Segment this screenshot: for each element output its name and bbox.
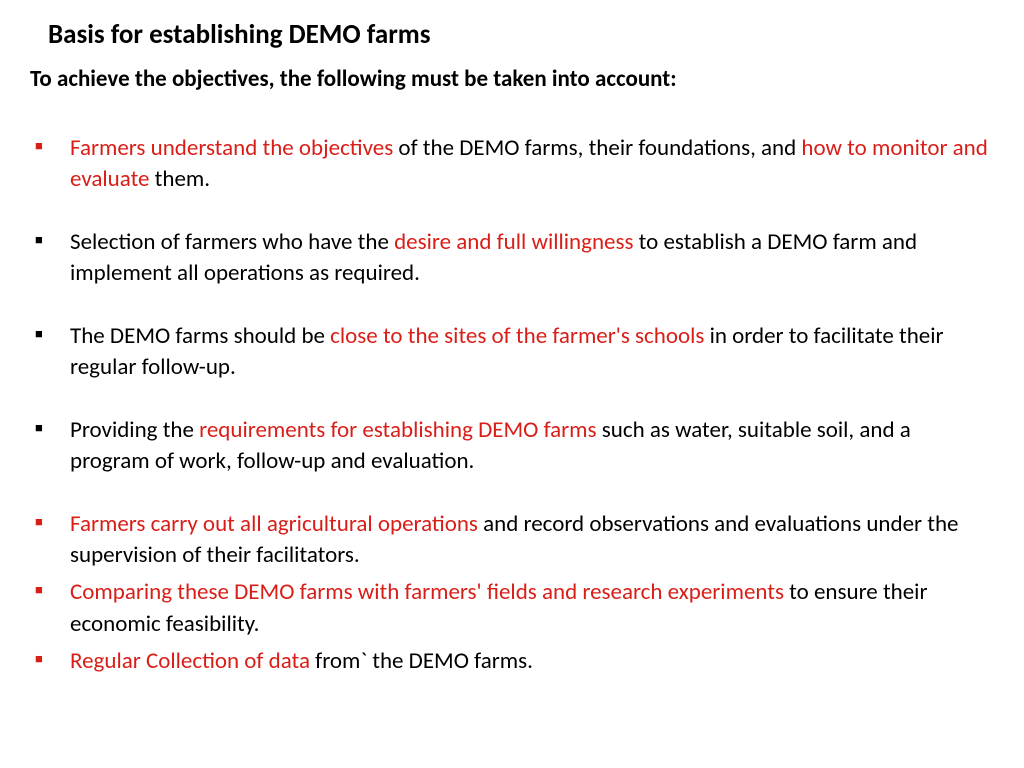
highlight-text: Farmers understand the objectives	[70, 134, 393, 162]
highlight-text: Regular Collection of data	[70, 647, 310, 675]
bullet-item: Farmers understand the objectives of the…	[30, 133, 994, 195]
body-text: of the DEMO farms, their foundations, an…	[393, 134, 801, 162]
bullet-item: Farmers carry out all agricultural opera…	[30, 509, 994, 571]
bullet-item: Providing the requirements for establish…	[30, 415, 994, 477]
bullet-item: Selection of farmers who have the desire…	[30, 227, 994, 289]
highlight-text: desire and full willingness	[394, 228, 633, 256]
highlight-text: Farmers carry out all agricultural opera…	[70, 510, 478, 538]
body-text: Providing the	[70, 416, 199, 444]
body-text: Selection of farmers who have the	[70, 228, 394, 256]
bullet-item: Comparing these DEMO farms with farmers'…	[30, 577, 994, 639]
highlight-text: Comparing these DEMO farms with farmers'…	[70, 578, 784, 606]
slide-subtitle: To achieve the objectives, the following…	[30, 65, 994, 93]
body-text: from` the DEMO farms.	[310, 647, 533, 675]
highlight-text: close to the sites of the farmer's schoo…	[330, 322, 704, 350]
highlight-text: requirements for establishing DEMO farms	[199, 416, 596, 444]
body-text: The DEMO farms should be	[70, 322, 330, 350]
bullet-list: Farmers understand the objectives of the…	[30, 133, 994, 677]
slide-title: Basis for establishing DEMO farms	[48, 18, 994, 51]
body-text: them.	[149, 165, 210, 193]
bullet-item: The DEMO farms should be close to the si…	[30, 321, 994, 383]
bullet-item: Regular Collection of data from` the DEM…	[30, 646, 994, 677]
